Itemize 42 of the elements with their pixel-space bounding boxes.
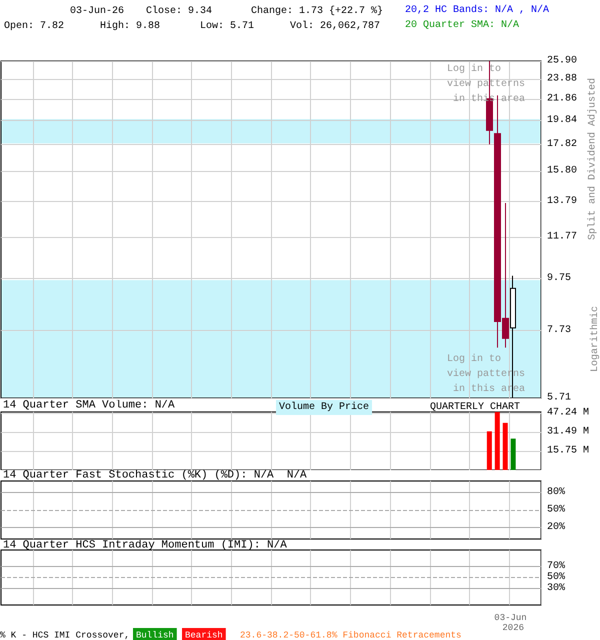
- y-tick-label: 17.82: [547, 138, 578, 150]
- x-tick-label: 03-Jun 2026: [494, 613, 532, 633]
- text: 23.6-38.2-50-61.8% Fibonacci Retracements: [240, 630, 462, 640]
- y-tick-label: 13.79: [547, 196, 578, 207]
- y-tick-label: 50%: [547, 504, 566, 516]
- text: High: 9.88: [100, 20, 160, 32]
- y-tick-label: 11.77: [547, 231, 578, 242]
- bar: [502, 422, 508, 470]
- bar: [486, 431, 492, 470]
- text: Bullish: [136, 630, 174, 640]
- y-tick-label: 23.88: [547, 74, 578, 85]
- y-tick-label: 20%: [547, 522, 566, 533]
- y-tick-label: 15.80: [547, 166, 578, 177]
- y-tick-label: 30%: [547, 583, 566, 594]
- text: Close: 9.34: [146, 5, 212, 17]
- text: Vol: 26,062,787: [290, 20, 380, 32]
- y-tick-label: 21.86: [547, 93, 578, 104]
- y-tick-label: 5.71: [547, 392, 572, 404]
- text: 03-Jun-26: [70, 6, 124, 17]
- text: Logarithmic: [589, 306, 600, 372]
- text: Low: 5.71: [200, 21, 254, 32]
- y-tick-label: 19.84: [547, 114, 578, 126]
- y-tick-label: 31.49 M: [547, 426, 590, 438]
- y-tick-label: 50%: [547, 572, 566, 583]
- y-axis-title: Split and Dividend Adjusted: [586, 78, 598, 240]
- annotation: QUARTERLY CHART: [430, 402, 520, 413]
- bar: [510, 438, 516, 470]
- text: Open: 7.82: [4, 21, 64, 32]
- text: Change: 1.73 {+22.7 %}: [251, 5, 384, 17]
- y-tick-label: 70%: [547, 561, 566, 572]
- text: % K - HCS IMI Crossover,: [0, 630, 130, 640]
- text: Bearish: [185, 630, 223, 640]
- text: 20 Quarter SMA: N/A: [405, 19, 520, 31]
- annotation: Volume By Price: [279, 401, 370, 413]
- y-tick-label: 9.75: [547, 273, 572, 284]
- y-tick-label: 47.24 M: [547, 407, 590, 418]
- y-tick-label: 7.73: [547, 324, 572, 336]
- text: 20,2 HC Bands: N/A , N/A: [405, 4, 550, 16]
- y-tick-label: 80%: [547, 487, 566, 498]
- y-tick-label: 25.90: [547, 56, 578, 66]
- y-tick-label: 15.75 M: [547, 445, 590, 456]
- bar: [494, 412, 500, 470]
